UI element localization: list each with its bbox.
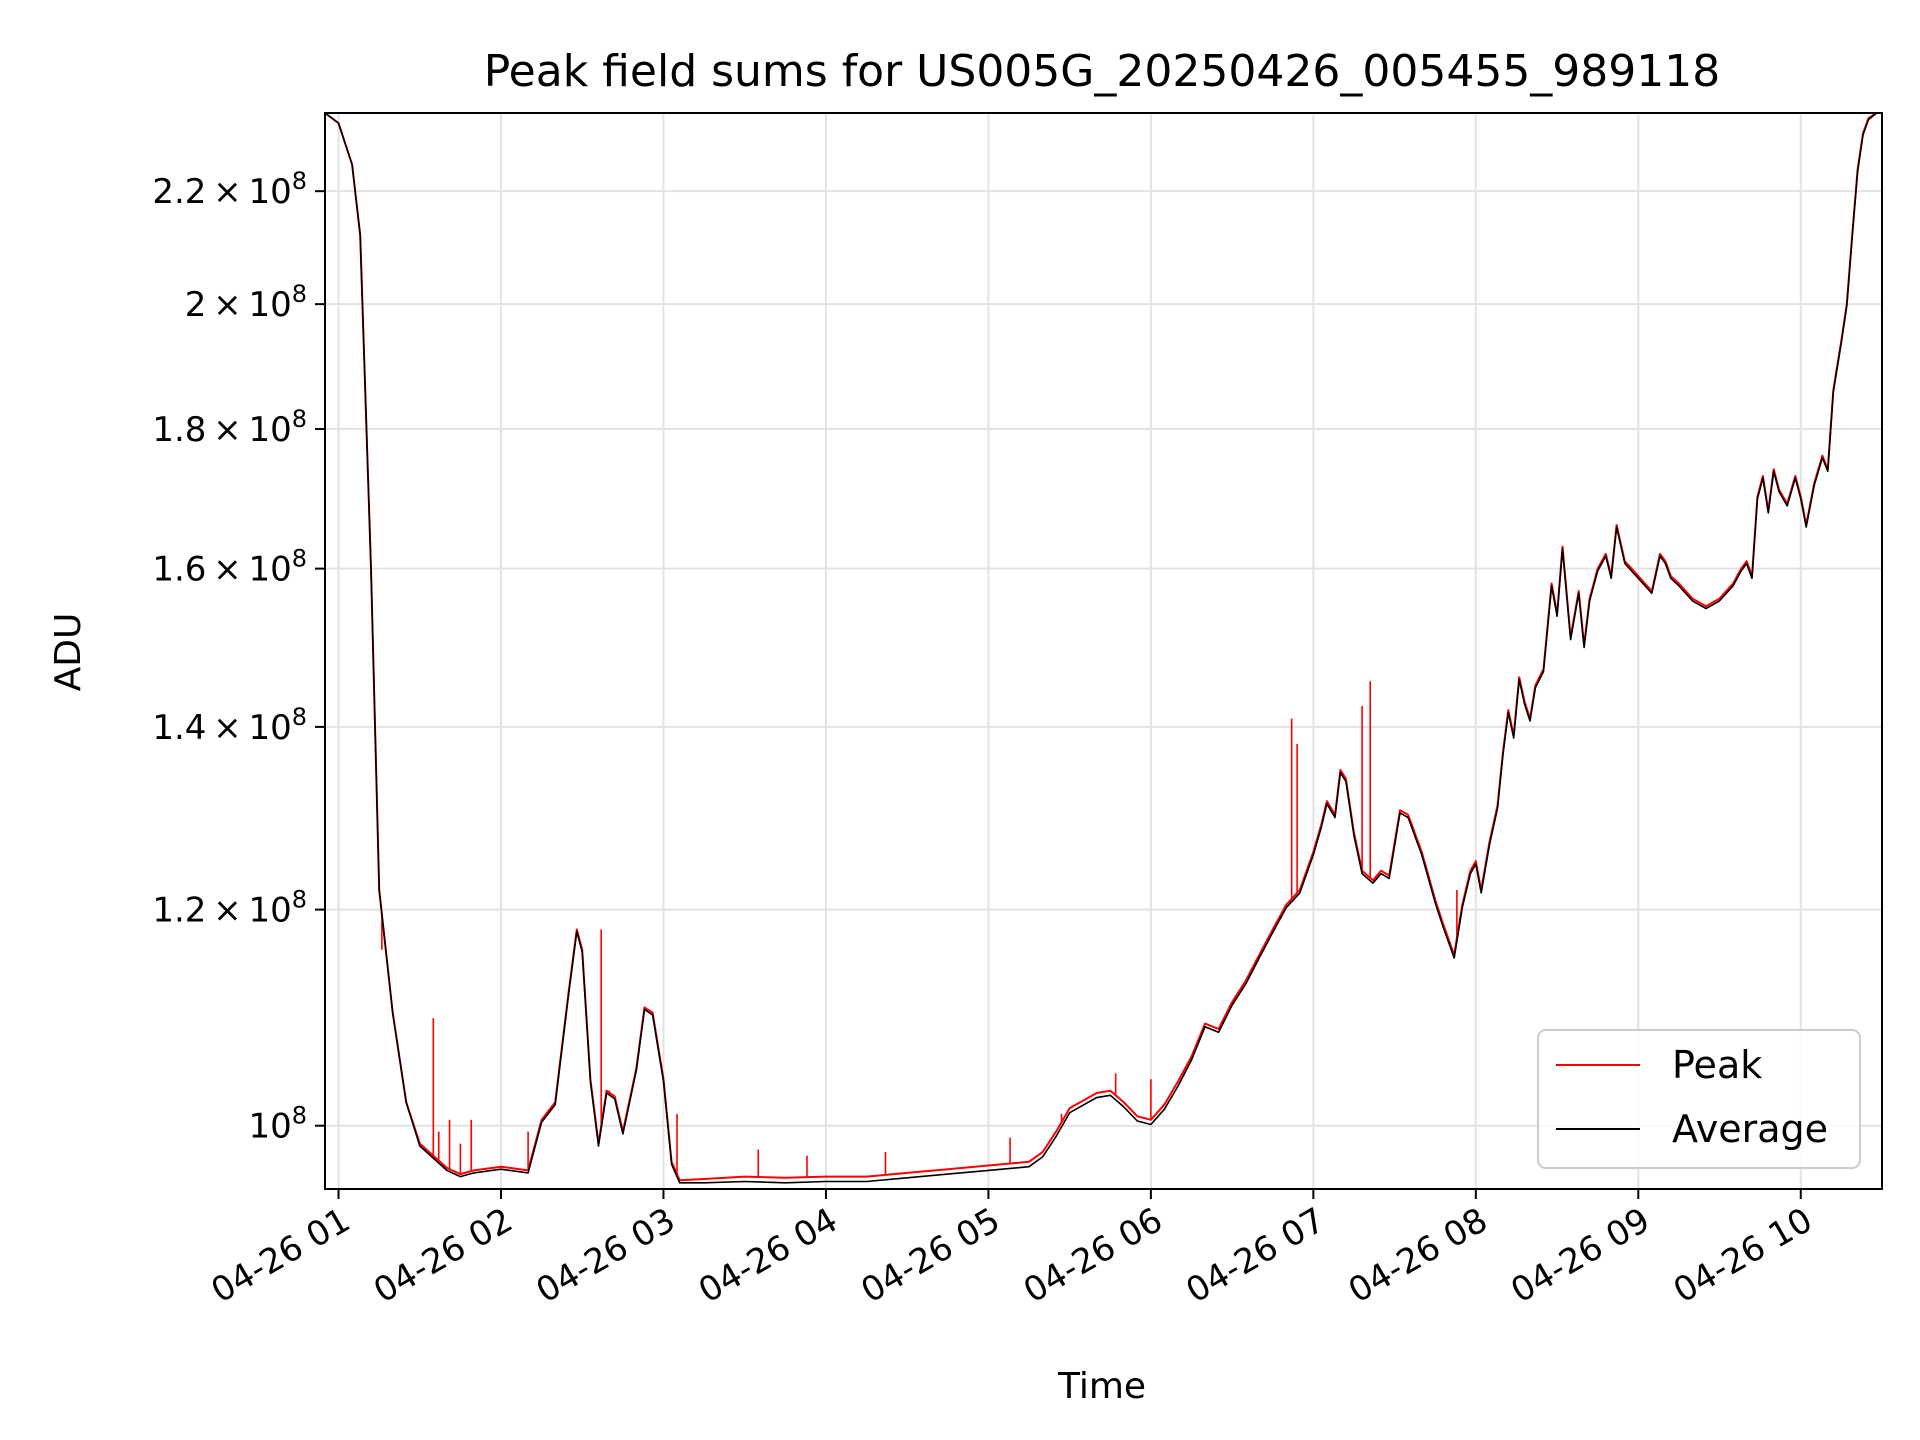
y-tick-exponent: 8 <box>292 545 307 573</box>
y-tick-exponent: 8 <box>292 703 307 731</box>
chart-title: Peak field sums for US005G_20250426_0054… <box>484 46 1721 97</box>
y-tick-label: 2.2 × 108 <box>152 167 307 212</box>
y-tick-label: 108 <box>248 1102 307 1147</box>
y-axis-label: ADU <box>48 613 89 692</box>
y-tick-label: 1.6 × 108 <box>152 545 307 590</box>
y-tick-exponent: 8 <box>292 405 307 433</box>
y-tick-mantissa: 2.2 × 10 <box>152 172 291 212</box>
y-tick-label: 1.8 × 108 <box>152 405 307 450</box>
y-tick-label: 1.4 × 108 <box>152 703 307 748</box>
series-line-peak <box>324 112 1882 1182</box>
legend-label-average: Average <box>1672 1107 1828 1151</box>
y-tick-exponent: 8 <box>292 167 307 195</box>
series-line-average <box>324 112 1882 1184</box>
legend-label-peak: Peak <box>1672 1043 1762 1087</box>
plot-frame <box>324 112 1883 1190</box>
y-tick-mantissa: 1.2 × 10 <box>152 891 291 931</box>
series-peak <box>324 112 1882 1182</box>
y-tick-mantissa: 10 <box>248 1107 291 1147</box>
x-axis-label: Time <box>1057 1366 1146 1407</box>
y-tick-mantissa: 1.6 × 10 <box>152 550 291 590</box>
legend: Peak Average <box>1537 1029 1861 1169</box>
y-tick-exponent: 8 <box>292 886 307 914</box>
y-tick-mantissa: 1.8 × 10 <box>152 410 291 450</box>
series-layer <box>324 112 1882 1184</box>
y-tick-exponent: 8 <box>292 1102 307 1130</box>
y-tick-mantissa: 1.4 × 10 <box>152 708 291 748</box>
y-tick-label: 2 × 108 <box>185 280 307 325</box>
y-tick-exponent: 8 <box>292 280 307 308</box>
series-average <box>324 112 1882 1184</box>
y-tick-mantissa: 2 × 10 <box>185 285 292 325</box>
y-tick-label: 1.2 × 108 <box>152 886 307 931</box>
